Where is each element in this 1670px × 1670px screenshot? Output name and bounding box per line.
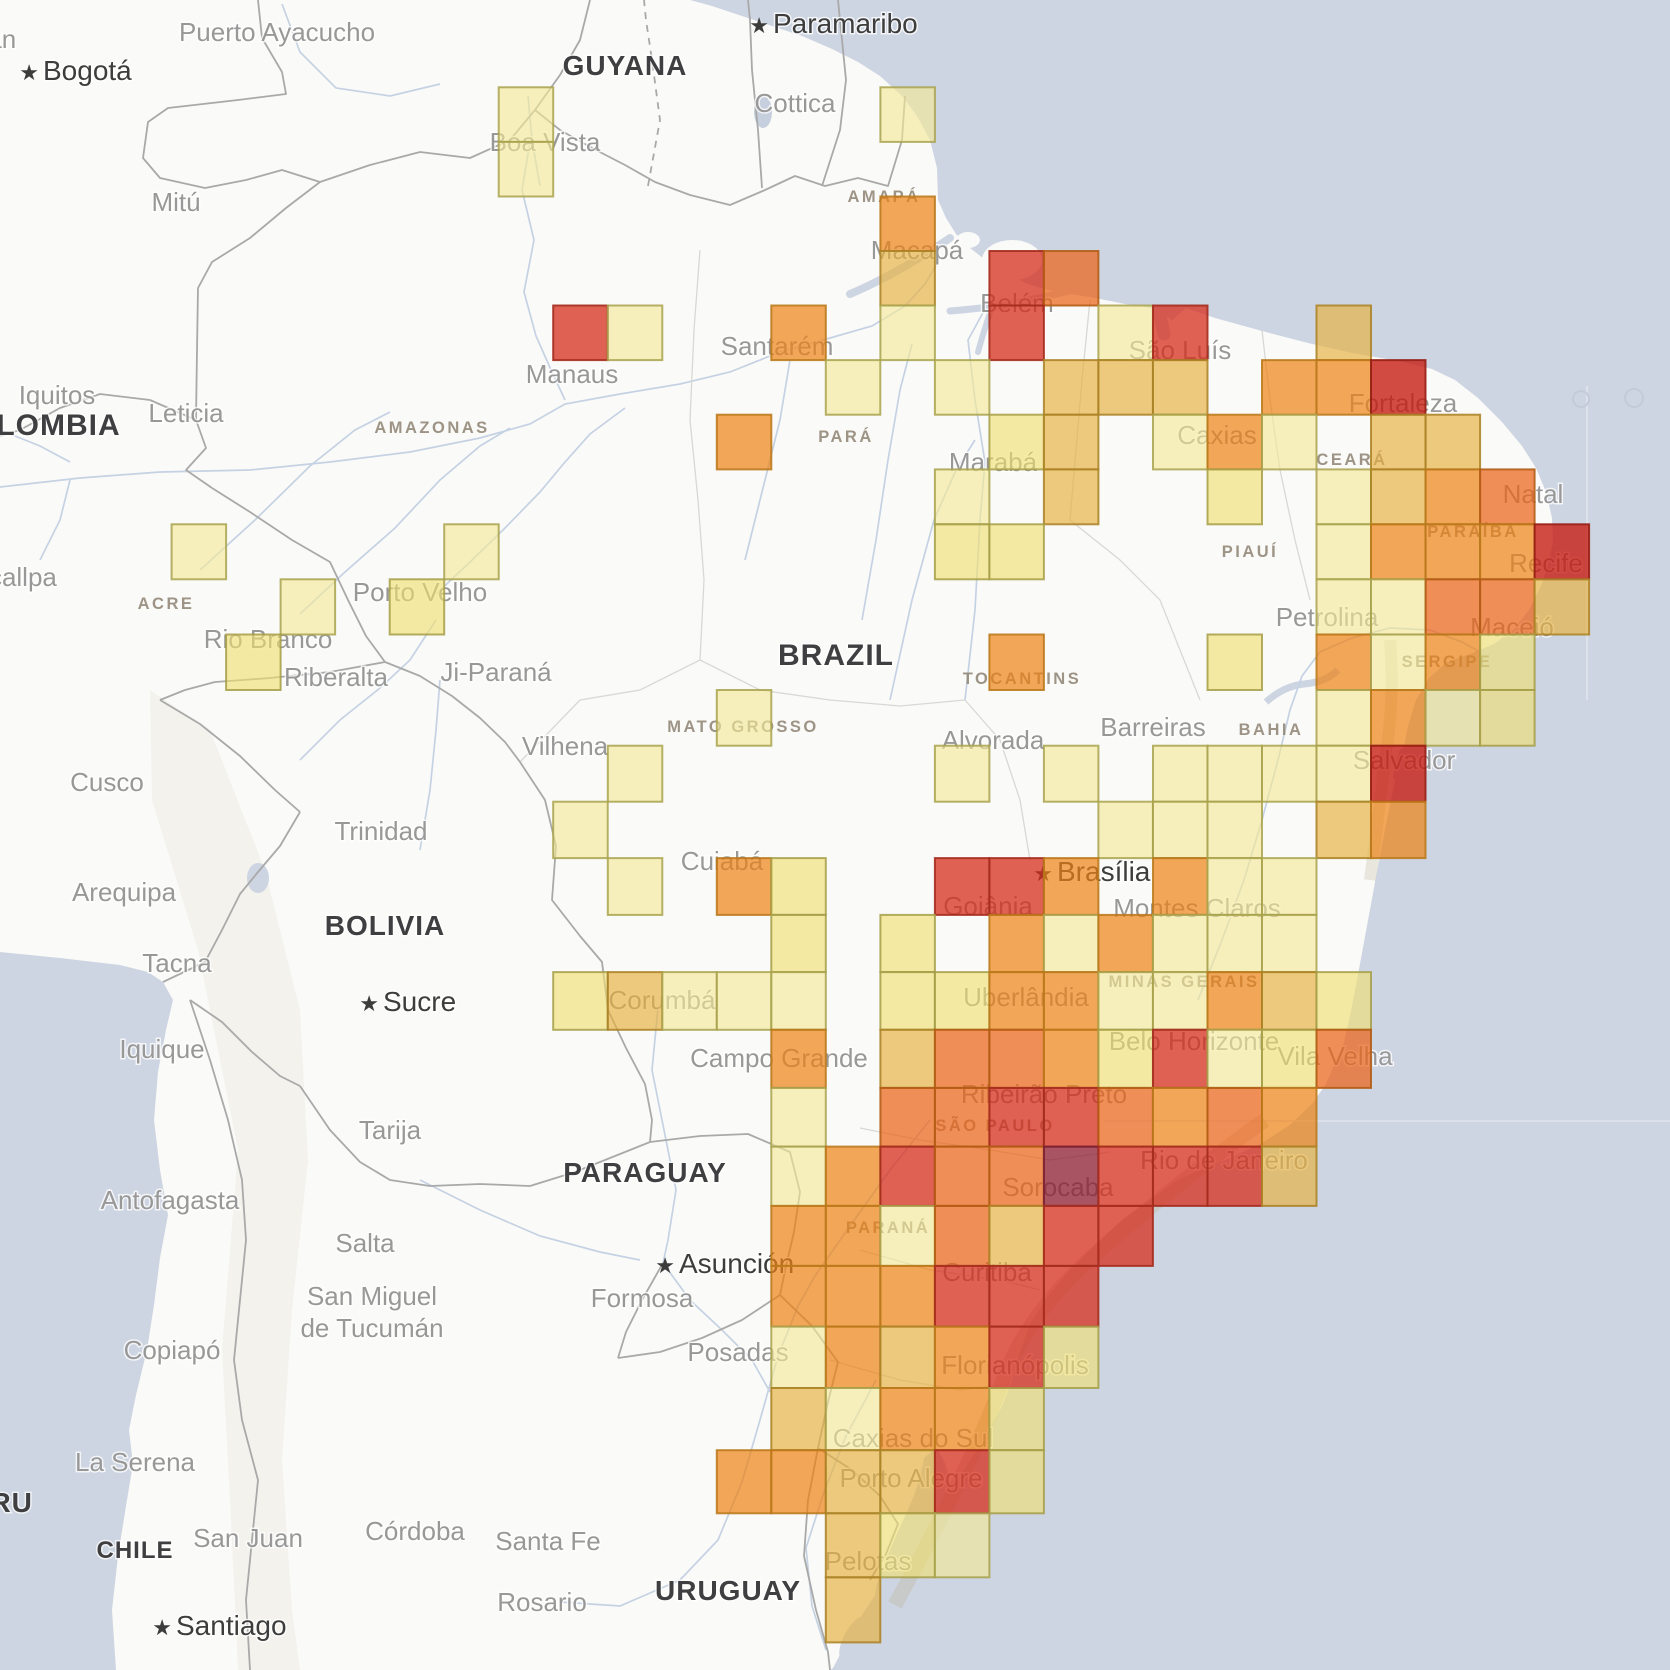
svg-text:PERU: PERU xyxy=(0,1487,33,1518)
svg-text:Manaus: Manaus xyxy=(526,359,619,389)
svg-text:Barreiras: Barreiras xyxy=(1100,712,1205,742)
svg-text:Santiago: Santiago xyxy=(176,1610,287,1641)
svg-text:Paramaribo: Paramaribo xyxy=(773,8,918,39)
svg-text:Rosario: Rosario xyxy=(497,1587,587,1617)
svg-text:Tarija: Tarija xyxy=(359,1115,422,1145)
svg-text:Riberalta: Riberalta xyxy=(284,662,389,692)
svg-text:Santa Fe: Santa Fe xyxy=(495,1526,601,1556)
svg-text:BOLIVIA: BOLIVIA xyxy=(325,910,446,941)
svg-text:Ji-Paraná: Ji-Paraná xyxy=(440,657,552,687)
svg-text:★: ★ xyxy=(359,991,379,1016)
svg-text:Cusco: Cusco xyxy=(70,767,144,797)
svg-text:Mitú: Mitú xyxy=(151,187,200,217)
svg-text:Leticia: Leticia xyxy=(148,398,224,428)
svg-text:AMAZONAS: AMAZONAS xyxy=(374,419,489,437)
svg-text:CEARÁ: CEARÁ xyxy=(1316,450,1387,469)
svg-text:Iquique: Iquique xyxy=(119,1034,204,1064)
svg-text:BRAZIL: BRAZIL xyxy=(778,639,894,672)
svg-text:de Tucumán: de Tucumán xyxy=(300,1313,443,1343)
svg-text:La Serena: La Serena xyxy=(75,1447,196,1477)
svg-text:BAHIA: BAHIA xyxy=(1239,721,1304,739)
svg-text:Salta: Salta xyxy=(335,1228,395,1258)
svg-text:PIAUÍ: PIAUÍ xyxy=(1222,542,1279,561)
svg-text:★: ★ xyxy=(19,60,39,85)
svg-text:Vilhena: Vilhena xyxy=(522,731,609,761)
svg-text:ACRE: ACRE xyxy=(138,595,195,613)
svg-text:★: ★ xyxy=(152,1615,172,1640)
svg-text:San: San xyxy=(0,24,16,54)
svg-text:PARAGUAY: PARAGUAY xyxy=(563,1157,727,1188)
svg-text:Córdoba: Córdoba xyxy=(365,1516,465,1546)
svg-text:Pucallpa: Pucallpa xyxy=(0,562,57,592)
svg-text:Iquitos: Iquitos xyxy=(19,380,96,410)
svg-text:Antofagasta: Antofagasta xyxy=(101,1185,240,1215)
svg-text:San Miguel: San Miguel xyxy=(307,1281,437,1311)
svg-text:Tacna: Tacna xyxy=(142,948,212,978)
svg-text:★: ★ xyxy=(655,1253,675,1278)
svg-text:Formosa: Formosa xyxy=(591,1283,694,1313)
svg-text:Bogotá: Bogotá xyxy=(43,55,132,86)
svg-text:PARÁ: PARÁ xyxy=(818,427,874,446)
svg-text:Arequipa: Arequipa xyxy=(72,877,177,907)
svg-text:Cottica: Cottica xyxy=(755,88,836,118)
svg-text:GUYANA: GUYANA xyxy=(563,50,688,81)
svg-text:★: ★ xyxy=(749,13,769,38)
svg-text:San Juan: San Juan xyxy=(193,1523,303,1553)
svg-text:Puerto Ayacucho: Puerto Ayacucho xyxy=(179,17,375,47)
svg-text:Sucre: Sucre xyxy=(383,986,456,1017)
svg-text:CHILE: CHILE xyxy=(97,1537,174,1564)
svg-text:COLOMBIA: COLOMBIA xyxy=(0,409,121,442)
svg-text:Alvorada: Alvorada xyxy=(942,725,1045,755)
svg-text:Trinidad: Trinidad xyxy=(335,816,428,846)
svg-text:URUGUAY: URUGUAY xyxy=(655,1575,801,1606)
svg-text:Copiapó: Copiapó xyxy=(124,1335,221,1365)
